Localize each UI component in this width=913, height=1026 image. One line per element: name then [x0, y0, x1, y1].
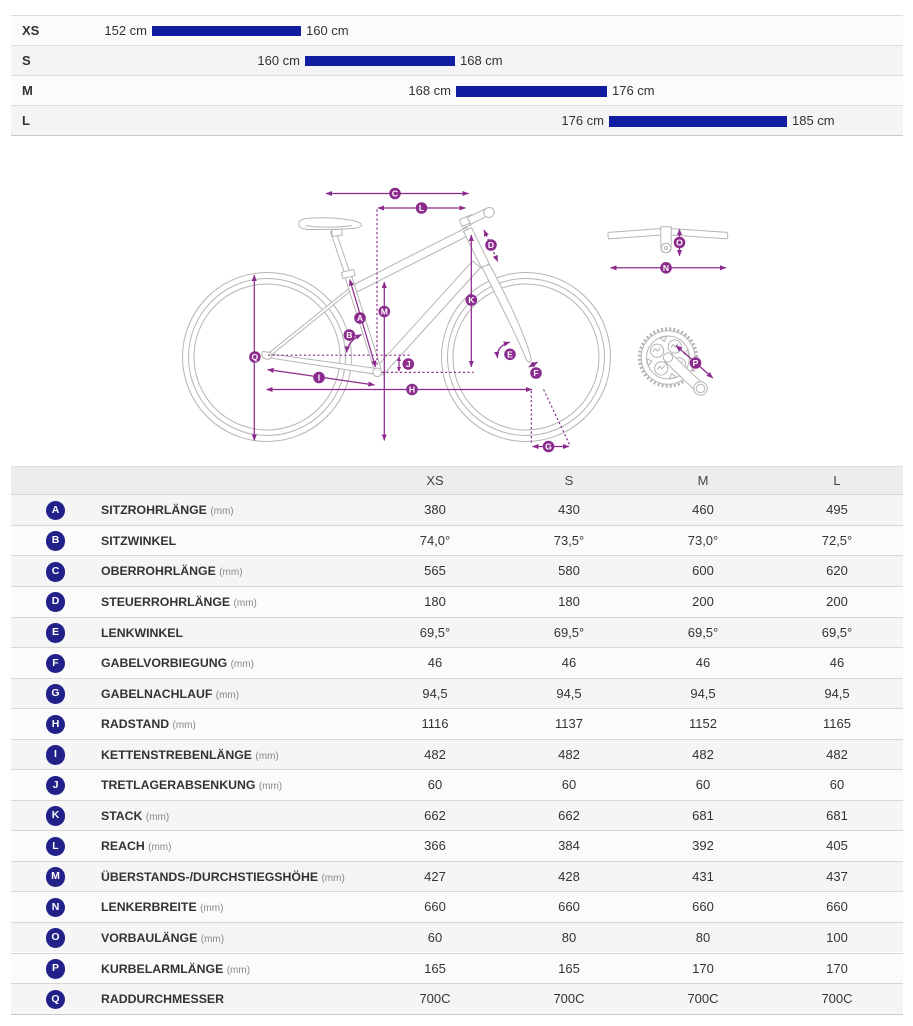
svg-text:K: K — [468, 295, 475, 305]
svg-text:B: B — [346, 330, 352, 340]
svg-text:F: F — [533, 368, 538, 378]
svg-text:H: H — [409, 385, 415, 395]
svg-text:C: C — [392, 189, 398, 199]
svg-text:N: N — [663, 263, 669, 273]
svg-text:P: P — [693, 358, 699, 368]
svg-text:M: M — [381, 307, 388, 317]
svg-text:I: I — [318, 373, 320, 383]
svg-text:O: O — [676, 238, 683, 248]
svg-text:L: L — [419, 203, 424, 213]
svg-text:D: D — [488, 240, 494, 250]
svg-text:E: E — [507, 349, 513, 359]
svg-text:G: G — [545, 442, 552, 452]
svg-text:A: A — [357, 313, 363, 323]
svg-text:Q: Q — [252, 352, 259, 362]
svg-text:J: J — [406, 359, 411, 369]
